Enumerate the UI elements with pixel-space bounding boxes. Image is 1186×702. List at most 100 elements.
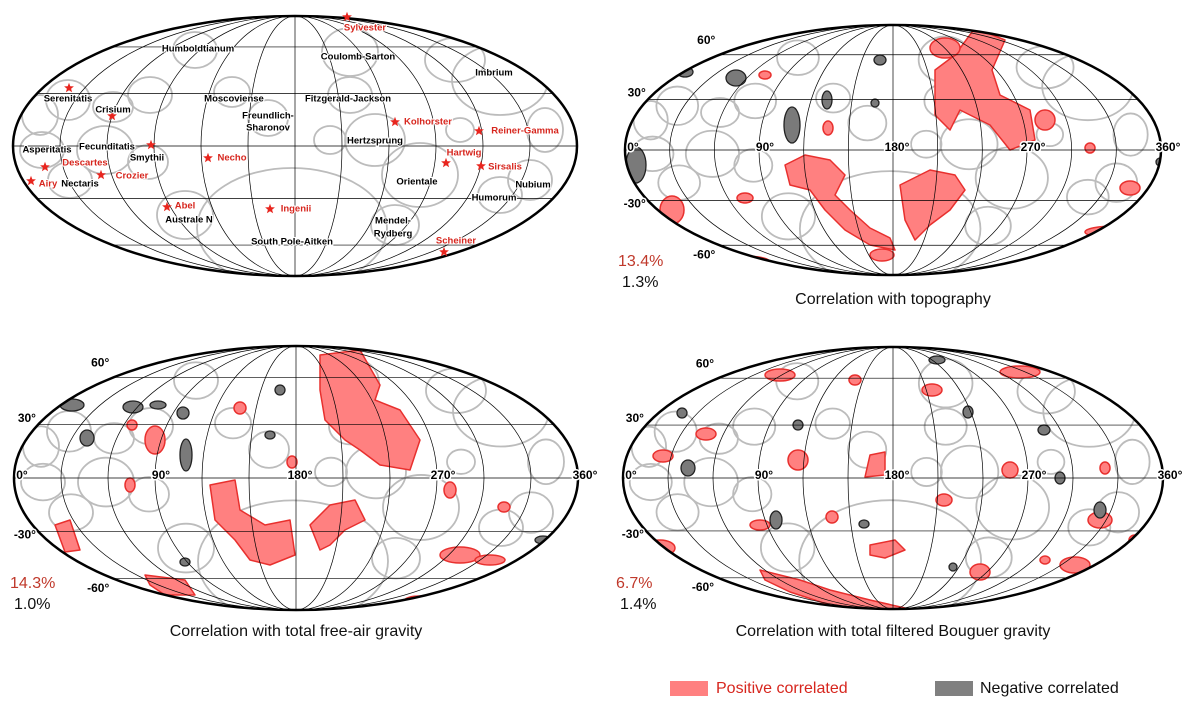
basin-label: Humboldtianum bbox=[162, 44, 234, 55]
site-star bbox=[342, 11, 352, 22]
positive-percent: 13.4% bbox=[618, 253, 663, 270]
positive-percent: 14.3% bbox=[10, 575, 55, 592]
basin-ring bbox=[344, 113, 406, 167]
positive-region bbox=[474, 554, 506, 566]
lon-label: 90° bbox=[755, 468, 773, 482]
map-outline bbox=[11, 14, 579, 278]
basin-ring bbox=[19, 131, 65, 169]
site-label: Crozier bbox=[116, 171, 149, 182]
negative-region bbox=[274, 384, 286, 396]
lon-label: 270° bbox=[1022, 468, 1047, 482]
basin-ring bbox=[526, 107, 564, 153]
site-label: Airy bbox=[39, 179, 58, 190]
negative-percent: 1.4% bbox=[620, 596, 656, 613]
basin-ring bbox=[477, 176, 523, 214]
basin-ring bbox=[798, 499, 982, 609]
negative-region bbox=[858, 519, 870, 529]
site-label: Ingenii bbox=[281, 204, 312, 215]
basin-ring bbox=[1036, 448, 1066, 475]
caption: Correlation with total filtered Bouguer … bbox=[736, 623, 1051, 640]
positive-region bbox=[758, 70, 772, 80]
positive-region bbox=[848, 374, 862, 386]
negative-region bbox=[654, 384, 666, 396]
basin-ring bbox=[196, 167, 388, 276]
positive-region bbox=[124, 477, 136, 493]
basin-ring bbox=[732, 407, 777, 446]
basin-ring bbox=[156, 190, 214, 240]
site-star bbox=[26, 175, 36, 186]
basin-ring bbox=[321, 27, 379, 77]
legend: Positive correlated Negative correlated bbox=[670, 680, 1119, 697]
site-label: Reiner-Gamma bbox=[491, 126, 559, 137]
lat-label: 60° bbox=[91, 356, 109, 370]
basin-ring bbox=[1114, 438, 1151, 485]
negative-region bbox=[676, 407, 688, 419]
basin-ring bbox=[847, 104, 888, 142]
lon-label: 0° bbox=[16, 468, 28, 482]
positive-region bbox=[443, 481, 457, 499]
positive-region bbox=[144, 425, 166, 455]
positive-region bbox=[286, 455, 298, 469]
basin-label: Fecunditatis bbox=[79, 142, 135, 153]
positive-region bbox=[1039, 555, 1051, 565]
legend-swatch bbox=[670, 681, 708, 696]
site-star bbox=[64, 82, 74, 93]
negative-region bbox=[928, 355, 946, 365]
positive-region bbox=[652, 449, 674, 463]
basin-label: Mendel- bbox=[375, 216, 411, 227]
basin-ring bbox=[732, 476, 773, 513]
legend-label: Negative correlated bbox=[980, 680, 1119, 697]
lat-label: -30° bbox=[14, 527, 36, 541]
negative-region bbox=[870, 98, 880, 108]
lat-label: 30° bbox=[628, 86, 646, 100]
basin-ring bbox=[917, 358, 974, 409]
site-star bbox=[439, 246, 449, 257]
negative-percent: 1.0% bbox=[14, 596, 50, 613]
basin-ring bbox=[213, 76, 251, 108]
positive-region bbox=[54, 519, 81, 553]
basin-ring bbox=[923, 407, 968, 446]
positive-region bbox=[869, 539, 906, 559]
basin-label: Serenitatis bbox=[44, 94, 93, 105]
map: 0° 90° 180° 270° 360° 60° 30° -30° -60° 13.4% 1.3%… bbox=[618, 23, 1182, 308]
lat-label: -30° bbox=[622, 527, 644, 541]
basin-ring bbox=[655, 493, 700, 532]
lat-label: -60° bbox=[692, 580, 714, 594]
negative-region bbox=[1093, 501, 1107, 519]
basin-ring bbox=[776, 39, 820, 76]
caption: Correlation with topography bbox=[795, 291, 991, 308]
basin-label: Australe N bbox=[165, 215, 213, 226]
positive-region bbox=[209, 479, 296, 566]
lon-label: 270° bbox=[1021, 140, 1046, 154]
positive-region bbox=[969, 563, 991, 581]
basin-label: Freundlich- bbox=[242, 111, 294, 122]
lon-label: 360° bbox=[1156, 140, 1181, 154]
basin-ring bbox=[327, 76, 373, 114]
basin-label: Sharonov bbox=[246, 123, 291, 134]
basin-ring bbox=[1112, 112, 1149, 157]
basin-ring bbox=[381, 142, 459, 208]
map: 0° 90° 180° 270° 360° 60° 30° -30° -60° 14.3% 1.0%… bbox=[10, 344, 599, 640]
lon-label: 360° bbox=[573, 468, 598, 482]
basin-ring bbox=[910, 456, 943, 487]
basin-map-labels: Humboldtianum Coulomb-Sarton Imbrium Ser… bbox=[21, 22, 560, 249]
positive-region bbox=[822, 120, 834, 136]
site-star bbox=[390, 116, 400, 127]
negative-region bbox=[873, 54, 887, 66]
site-star bbox=[162, 201, 172, 212]
basin-ring bbox=[655, 85, 700, 126]
negative-region bbox=[179, 438, 193, 472]
map-content bbox=[14, 346, 578, 610]
negative-region bbox=[725, 69, 747, 87]
basin-ring bbox=[1066, 178, 1110, 216]
negative-region bbox=[821, 90, 833, 110]
map-outline bbox=[623, 23, 1163, 277]
basin-ring bbox=[939, 444, 1000, 500]
positive-region bbox=[787, 449, 809, 471]
basin-ring bbox=[128, 476, 170, 513]
map-content bbox=[623, 347, 1163, 609]
basin-label: Rydberg bbox=[374, 229, 413, 240]
site-star bbox=[96, 169, 106, 180]
basin-ring bbox=[814, 407, 851, 440]
basin-label: Smythii bbox=[130, 153, 164, 164]
